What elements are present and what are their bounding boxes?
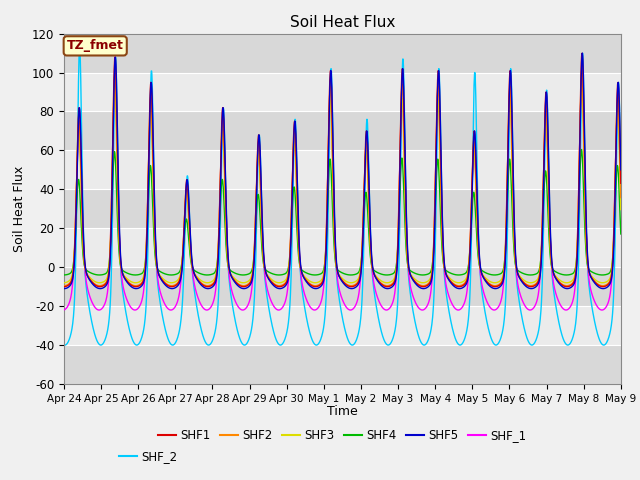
SHF2 xyxy=(60,283,68,288)
SHF_1 xyxy=(426,295,434,300)
SHF_2 xyxy=(426,331,434,337)
Bar xyxy=(64,345,621,384)
SHF2 xyxy=(578,67,586,73)
Bar xyxy=(64,34,621,72)
Legend: SHF_2: SHF_2 xyxy=(115,445,182,468)
SHF1 xyxy=(93,283,100,289)
SHF3 xyxy=(578,83,586,88)
SHF3 xyxy=(60,280,68,286)
SHF2 xyxy=(426,279,434,285)
SHF_1 xyxy=(578,83,586,88)
SHF2 xyxy=(598,283,605,288)
SHF5 xyxy=(617,167,625,173)
SHF_1 xyxy=(532,302,540,308)
SHF_2 xyxy=(93,338,100,344)
SHF1 xyxy=(531,282,539,288)
SHF5 xyxy=(598,286,605,291)
SHF4 xyxy=(426,270,433,276)
SHF_1 xyxy=(346,307,354,313)
Bar xyxy=(64,267,621,306)
SHF_2 xyxy=(60,342,68,348)
SHF_2 xyxy=(598,341,605,347)
SHF1 xyxy=(346,284,353,289)
SHF_2 xyxy=(346,340,354,346)
SHF5 xyxy=(60,286,68,291)
SHF_1 xyxy=(93,306,100,312)
SHF4 xyxy=(409,269,417,275)
Y-axis label: Soil Heat Flux: Soil Heat Flux xyxy=(13,166,26,252)
SHF1 xyxy=(426,280,433,286)
SHF_1 xyxy=(409,293,417,299)
SHF5 xyxy=(132,286,140,291)
SHF1 xyxy=(617,180,625,186)
SHF4 xyxy=(93,272,100,277)
SHF2 xyxy=(409,276,417,282)
SHF4 xyxy=(346,272,353,278)
SHF5 xyxy=(426,282,434,288)
Line: SHF4: SHF4 xyxy=(64,150,621,275)
SHF_2 xyxy=(76,45,84,50)
SHF5 xyxy=(532,284,540,290)
Bar xyxy=(64,111,621,150)
Line: SHF3: SHF3 xyxy=(64,85,621,283)
SHF3 xyxy=(346,280,353,286)
SHF_2 xyxy=(410,309,417,315)
SHF4 xyxy=(532,271,540,277)
SHF3 xyxy=(347,280,355,286)
Bar xyxy=(64,150,621,189)
SHF2 xyxy=(617,195,625,201)
Bar xyxy=(64,306,621,345)
SHF3 xyxy=(617,207,625,213)
Bar xyxy=(64,228,621,267)
SHF3 xyxy=(426,276,434,282)
Line: SHF1: SHF1 xyxy=(64,53,621,287)
SHF5 xyxy=(346,286,354,291)
SHF1 xyxy=(409,276,417,282)
SHF2 xyxy=(346,283,354,288)
SHF_1 xyxy=(598,307,605,313)
SHF_2 xyxy=(532,338,540,344)
Bar xyxy=(64,189,621,228)
SHF5 xyxy=(93,285,100,290)
SHF2 xyxy=(204,283,211,288)
SHF4 xyxy=(598,272,605,278)
SHF2 xyxy=(532,281,540,287)
SHF2 xyxy=(93,282,100,288)
Text: TZ_fmet: TZ_fmet xyxy=(67,39,124,52)
SHF_2 xyxy=(617,170,625,176)
SHF_2 xyxy=(385,342,392,348)
SHF4 xyxy=(577,147,585,153)
Line: SHF2: SHF2 xyxy=(64,70,621,286)
Line: SHF_1: SHF_1 xyxy=(64,85,621,310)
SHF4 xyxy=(527,272,534,278)
SHF1 xyxy=(60,284,68,289)
Line: SHF5: SHF5 xyxy=(64,53,621,288)
SHF_1 xyxy=(275,307,282,313)
SHF5 xyxy=(579,50,586,56)
SHF3 xyxy=(532,278,540,284)
SHF1 xyxy=(598,284,605,289)
X-axis label: Time: Time xyxy=(327,405,358,418)
SHF3 xyxy=(93,279,100,285)
SHF_1 xyxy=(60,307,68,313)
SHF_1 xyxy=(617,189,625,195)
SHF4 xyxy=(60,272,68,278)
SHF1 xyxy=(579,50,586,56)
SHF3 xyxy=(598,280,605,286)
SHF3 xyxy=(409,274,417,280)
Bar xyxy=(64,72,621,111)
SHF5 xyxy=(409,277,417,283)
Line: SHF_2: SHF_2 xyxy=(64,48,621,345)
Title: Soil Heat Flux: Soil Heat Flux xyxy=(290,15,395,30)
SHF4 xyxy=(617,231,625,237)
